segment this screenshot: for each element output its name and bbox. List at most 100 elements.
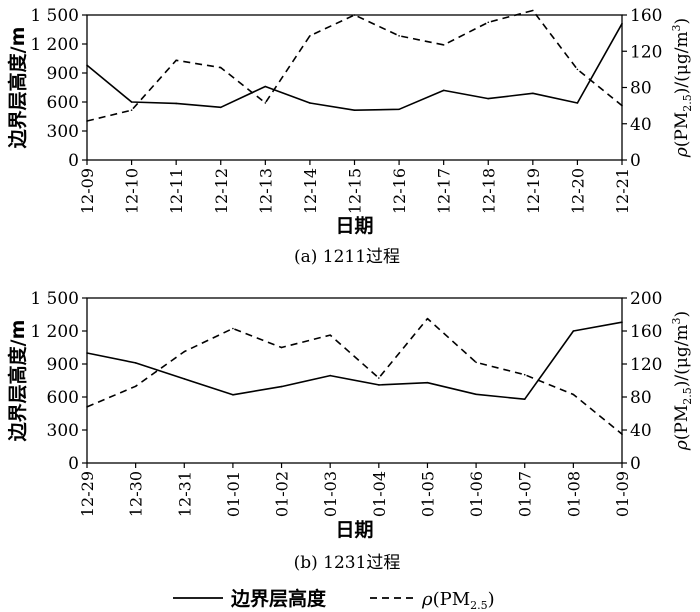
left-y-axis-title: 边界层高度/m (6, 320, 29, 443)
x-tick-label: 12-13 (256, 168, 275, 214)
boundary-layer-point (353, 109, 356, 112)
boundary-layer-point (576, 102, 579, 104)
boundary-layer-point (475, 393, 477, 396)
right-y-tick-label: 120 (630, 355, 662, 375)
x-tick-label: 12-12 (212, 168, 231, 214)
boundary-layer-point (183, 378, 186, 380)
x-tick-label: 12-19 (524, 168, 543, 214)
boundary-layer-point (621, 22, 623, 25)
x-axis-title: 日期 (335, 519, 373, 541)
right-y-tick-label: 80 (630, 388, 652, 408)
x-tick-label: 12-17 (435, 168, 454, 214)
pm25-point (398, 35, 400, 37)
series-boundary-layer-line (86, 321, 623, 401)
boundary-layer-point (309, 102, 311, 104)
left-y-tick-label: 600 (47, 93, 79, 113)
pm25-point (621, 104, 623, 107)
boundary-layer-point (175, 102, 177, 105)
right-y-tick-label: 0 (630, 454, 641, 474)
x-tick-label: 12-15 (346, 168, 365, 214)
legend: 边界层高度 ρ(PM2.5) (173, 587, 495, 612)
pm25-point (264, 102, 267, 104)
series-pm25-line (86, 317, 623, 435)
pm25-point (426, 317, 429, 320)
pm25-point (532, 9, 534, 12)
right-y-tick-label: 40 (630, 115, 652, 135)
pm25-point (523, 373, 526, 376)
chart-panel-b: 0 300 600 900 1 200 1 500 0 40 80 120 160 200 12-29 1… (6, 289, 694, 573)
x-tick-label: 01-01 (224, 471, 243, 517)
boundary-layer-point (219, 106, 222, 109)
x-tick-label: 12-29 (78, 471, 97, 517)
pm25-point (183, 350, 186, 353)
panel-caption: (a) 1211过程 (294, 247, 400, 267)
left-y-tick-label: 600 (47, 388, 79, 408)
x-tick-label: 12-10 (123, 168, 142, 214)
boundary-layer-point (572, 330, 575, 332)
pm25-point (232, 327, 234, 330)
pm25-point (86, 406, 88, 408)
boundary-layer-point (86, 352, 88, 354)
left-y-tick-label: 1 500 (30, 6, 79, 26)
legend-label-boundary-layer: 边界层高度 (230, 587, 327, 610)
pm25-point (487, 21, 490, 24)
boundary-layer-point (378, 384, 380, 386)
right-y-tick-label: 0 (630, 151, 641, 171)
left-y-tick-label: 300 (47, 421, 79, 441)
right-y-tick-label: 80 (630, 79, 652, 99)
x-tick-label: 12-30 (127, 471, 146, 517)
left-y-tick-label: 900 (47, 64, 79, 84)
x-tick-label: 12-14 (301, 168, 320, 214)
pm25-point (621, 433, 623, 435)
right-y-tick-label: 160 (630, 322, 662, 342)
x-tick-label: 12-11 (167, 168, 186, 214)
x-tick-label: 01-05 (418, 471, 437, 517)
x-tick-label: 12-31 (175, 471, 194, 517)
x-tick-label: 12-18 (479, 168, 498, 214)
series-pm25-line (86, 9, 623, 122)
left-y-tick-label: 0 (68, 454, 79, 474)
boundary-layer-point (130, 101, 133, 103)
pm25-point (134, 385, 137, 388)
legend-label-pm25: ρ(PM2.5) (421, 589, 495, 612)
boundary-layer-point (86, 64, 88, 67)
x-tick-label: 01-07 (516, 471, 535, 517)
pm25-point (309, 35, 311, 37)
left-y-tick-label: 1 200 (30, 35, 79, 55)
left-y-axis-title: 边界层高度/m (6, 27, 29, 150)
boundary-layer-point (532, 92, 534, 95)
pm25-point (329, 334, 331, 336)
pm25-point (353, 14, 356, 16)
right-y-axis-title: ρ(PM2.5)/(μg/m3) (670, 311, 694, 451)
pm25-point (378, 377, 380, 379)
pm25-point (572, 393, 575, 396)
left-y-tick-label: 0 (68, 151, 79, 171)
boundary-layer-point (398, 108, 400, 111)
x-tick-label: 12-09 (78, 168, 97, 214)
boundary-layer-point (280, 385, 283, 388)
right-y-axis-title: ρ(PM2.5)/(μg/m3) (670, 18, 694, 158)
panel-caption: (b) 1231过程 (294, 553, 401, 573)
left-y-tick-label: 1 200 (30, 322, 79, 342)
pm25-point (576, 68, 579, 71)
x-tick-label: 01-08 (564, 471, 583, 517)
boundary-layer-point (523, 398, 526, 401)
x-tick-label: 01-06 (467, 471, 486, 517)
x-tick-label: 01-03 (321, 471, 340, 517)
pm25-point (475, 361, 477, 364)
left-y-tick-label: 1 500 (30, 289, 79, 309)
x-tick-label: 12-21 (613, 168, 632, 214)
left-y-tick-label: 900 (47, 355, 79, 375)
chart-panel-a: 0 300 600 900 1 200 1 500 0 40 80 120 160 12-09 12-1… (6, 6, 694, 267)
pm25-point (280, 346, 283, 349)
boundary-layer-point (329, 374, 331, 377)
plot-frame (86, 14, 623, 161)
boundary-layer-point (487, 97, 490, 100)
boundary-layer-point (232, 394, 234, 396)
right-y-tick-label: 40 (630, 421, 652, 441)
right-y-tick-label: 120 (630, 42, 662, 62)
boundary-layer-point (426, 381, 429, 384)
series-boundary-layer-line (86, 23, 623, 111)
pm25-point (86, 120, 88, 122)
x-tick-label: 12-16 (390, 168, 409, 214)
